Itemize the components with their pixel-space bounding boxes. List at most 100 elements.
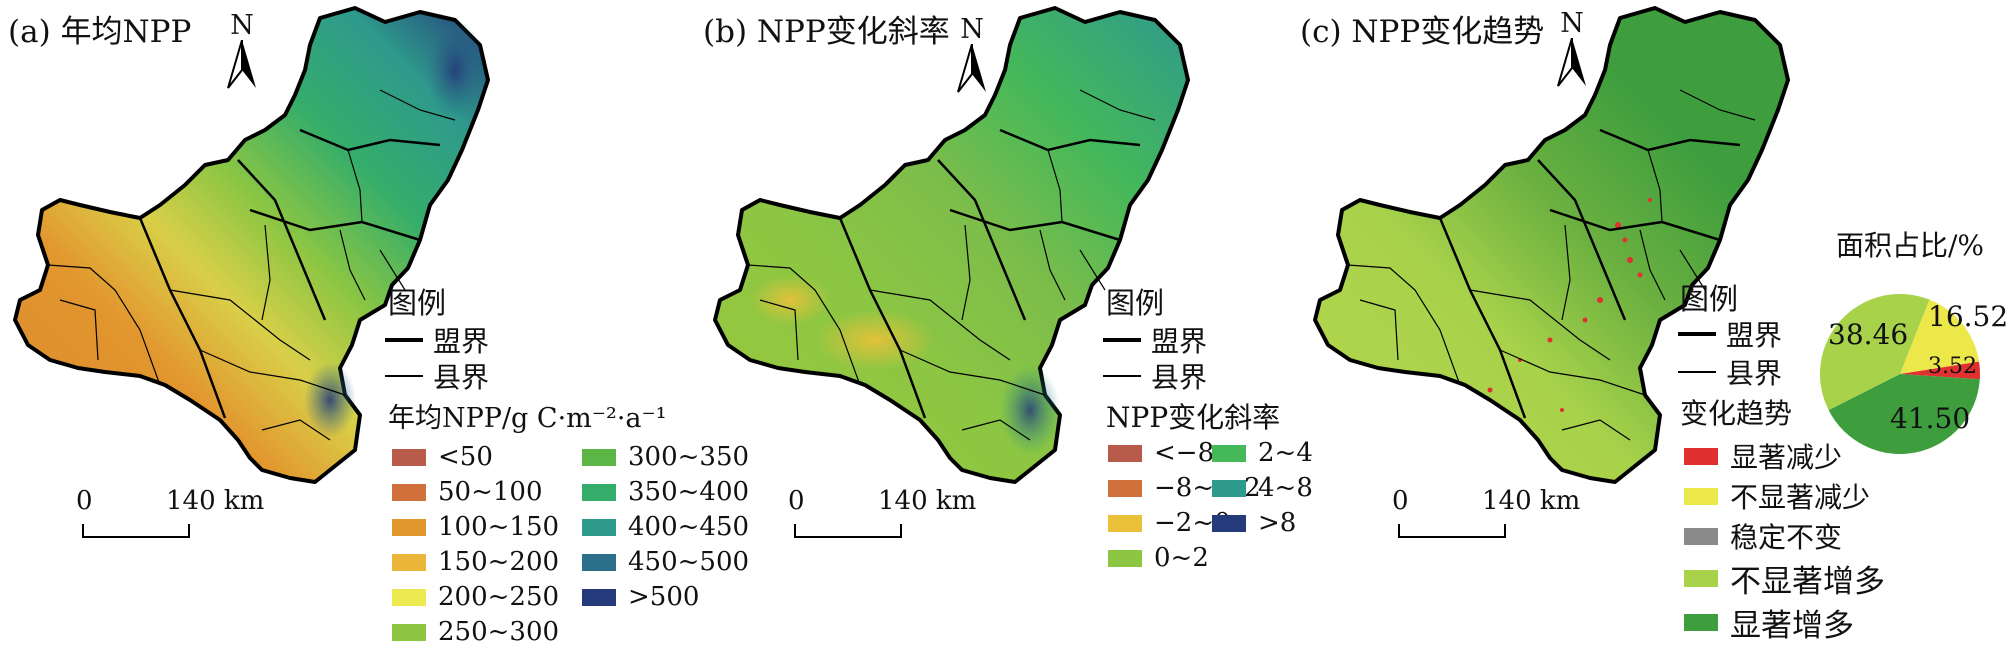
north-label: N <box>230 10 254 41</box>
legend-item: 不显著增多 <box>1684 556 1885 601</box>
legend-swatch <box>392 448 426 466</box>
map-npp-trend <box>1313 6 1981 484</box>
region-outline <box>1313 6 1790 484</box>
north-arrow: N <box>222 12 262 90</box>
league-boundaries <box>138 128 441 419</box>
legend-item: 350~400 <box>582 477 749 507</box>
map-annual-npp <box>13 6 490 484</box>
area-share-pie <box>1820 294 1981 455</box>
legend-label: 250~300 <box>438 617 560 647</box>
legend-item: −8~ −2 <box>1108 473 1261 503</box>
legend-league-boundary: 盟界 <box>385 320 489 360</box>
north-arrow-icon <box>957 44 986 93</box>
legend-swatch <box>582 448 616 466</box>
legend-swatch <box>392 588 426 606</box>
legend-item: <50 <box>392 442 493 472</box>
region-outline <box>13 6 490 484</box>
legend-label: 4~8 <box>1258 473 1313 503</box>
legend-swatch <box>1108 514 1142 532</box>
north-arrow: N <box>952 16 992 94</box>
legend-swatch <box>1108 479 1142 497</box>
pie-slice <box>1828 374 1980 455</box>
legend-swatch <box>392 553 426 571</box>
legend-league-boundary: 盟界 <box>1678 314 1782 354</box>
legend-swatch <box>392 518 426 536</box>
scale-start-label: 0 <box>788 486 805 516</box>
north-label: N <box>1560 8 1584 39</box>
panel-title: (c) NPP变化趋势 <box>1300 14 1545 50</box>
legend-label: >500 <box>628 582 700 612</box>
legend-item: 稳定不变 <box>1684 516 1842 556</box>
scale-bar: 0 140 km <box>76 486 276 546</box>
legend-label: >8 <box>1258 508 1297 538</box>
scale-end-label: 140 km <box>1482 486 1581 516</box>
legend-swatch <box>1212 514 1246 532</box>
north-arrow-icon <box>227 40 256 89</box>
legend-label: 稳定不变 <box>1730 521 1843 554</box>
legend-swatch <box>1108 549 1142 567</box>
county-boundaries <box>47 89 456 441</box>
legend-label: 2~4 <box>1258 438 1313 468</box>
legend-item: 2~4 <box>1212 438 1313 468</box>
legend-swatch <box>582 518 616 536</box>
legend-item: 200~250 <box>392 582 559 612</box>
legend-county-label: 县界 <box>433 361 490 394</box>
map-npp-slope <box>713 6 1190 484</box>
legend-class-title: NPP变化斜率 <box>1106 401 1281 434</box>
pie-slice <box>1900 299 1980 374</box>
legend-swatch <box>582 588 616 606</box>
legend-label: 400~450 <box>628 512 750 542</box>
pie-slice <box>1820 294 1930 411</box>
pie-label: 16.52 <box>1928 300 2008 333</box>
legend-swatch <box>392 483 426 501</box>
region-outline <box>713 6 1190 484</box>
county-boundaries <box>1347 89 1756 441</box>
legend-league-boundary: 盟界 <box>1103 320 1207 360</box>
legend-label: <50 <box>438 442 493 472</box>
panel-npp-trend: (c) NPP变化趋势 N 图例 盟界 县界 变化趋势 显著减少 不显著减少 稳… <box>1300 0 2008 656</box>
legend-item: <−8 <box>1108 438 1214 468</box>
legend-label: 200~250 <box>438 582 560 612</box>
legend-swatch <box>582 483 616 501</box>
legend-label: 350~400 <box>628 477 750 507</box>
legend-label: 100~150 <box>438 512 560 542</box>
panel-title: (b) NPP变化斜率 <box>703 14 950 50</box>
scale-bar: 0 140 km <box>1392 486 1592 546</box>
legend-swatch <box>1212 444 1246 462</box>
scale-end-label: 140 km <box>166 486 265 516</box>
legend-label: 50~100 <box>438 477 543 507</box>
panel-title: (a) 年均NPP <box>8 14 192 50</box>
legend-county-boundary: 县界 <box>1103 356 1207 396</box>
legend-swatch <box>1684 527 1718 545</box>
legend-label: 不显著增多 <box>1730 564 1885 600</box>
pie-label: 41.50 <box>1890 402 1971 435</box>
league-boundaries <box>1438 128 1741 419</box>
legend-county-label: 县界 <box>1726 357 1783 390</box>
north-arrow-icon <box>1557 38 1586 87</box>
panel-annual-npp: (a) 年均NPP N 图例 盟界 县界 年均NPP/g C·m⁻²·a⁻¹ <… <box>0 0 749 656</box>
legend-county-boundary: 县界 <box>385 356 489 396</box>
legend-swatch <box>1108 444 1142 462</box>
legend-item: 250~300 <box>392 617 559 647</box>
legend-item: 显著增多 <box>1684 600 1854 645</box>
legend-item: 50~100 <box>392 477 543 507</box>
pie-label: 3.52 <box>1928 354 1977 379</box>
north-label: N <box>960 14 984 45</box>
legend-item: >8 <box>1212 508 1296 538</box>
legend-label: 150~200 <box>438 547 560 577</box>
legend-swatch <box>1212 479 1246 497</box>
legend-county-boundary: 县界 <box>1678 352 1782 392</box>
legend-item: 显著减少 <box>1684 436 1842 476</box>
legend-swatch <box>1684 487 1718 505</box>
legend-county-label: 县界 <box>1151 361 1208 394</box>
legend-league-label: 盟界 <box>1151 325 1208 358</box>
legend-label: <−8 <box>1154 438 1215 468</box>
scale-end-label: 140 km <box>878 486 977 516</box>
legend-league-label: 盟界 <box>1726 319 1783 352</box>
pie-slice <box>1900 361 1981 380</box>
pie-title: 面积占比/% <box>1836 229 1985 262</box>
legend-title: 图例 <box>1106 286 1165 320</box>
legend-class-title: 变化趋势 <box>1680 397 1793 430</box>
legend-league-label: 盟界 <box>433 325 490 358</box>
legend-item: >500 <box>582 582 699 612</box>
